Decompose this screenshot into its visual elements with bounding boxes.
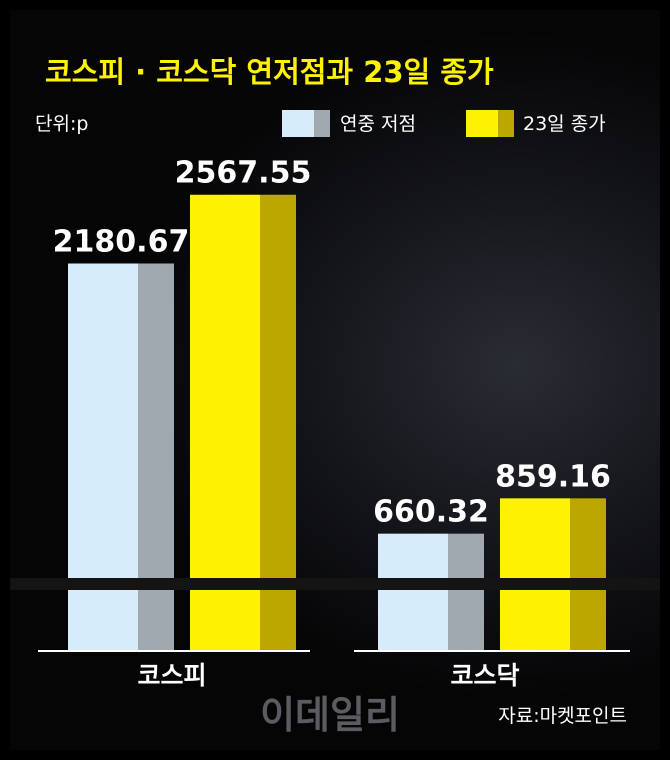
legend-swatch-side-close: [498, 110, 514, 137]
bar-kosdaq-close: [500, 498, 606, 651]
legend-swatch-front-close: [466, 110, 498, 137]
bar-kospi-low-front: [68, 263, 138, 651]
bar-kospi-close-front: [190, 194, 260, 651]
axis-break-band: [10, 578, 660, 590]
bar-kospi-close-side: [260, 194, 296, 651]
legend-label-low: 연중 저점: [340, 113, 416, 135]
legend-swatch-side-low: [314, 110, 330, 137]
category-label-kosdaq: 코스닥: [450, 661, 519, 690]
chart-title: 코스피 · 코스닥 연저점과 23일 종가: [45, 55, 494, 89]
bar-kosdaq-low-front: [378, 533, 448, 651]
source-label: 자료:마켓포인트: [498, 705, 627, 727]
bars-group: [68, 194, 606, 651]
category-label-kospi: 코스피: [137, 661, 206, 690]
bar-kosdaq-low: [378, 533, 484, 651]
data-label-kosdaq-low: 660.32: [373, 495, 489, 530]
bar-kosdaq-close-side: [570, 498, 606, 651]
bar-kospi-close: [190, 194, 296, 651]
bar-kospi-low-side: [138, 263, 174, 651]
watermark-logo: 이데일리: [260, 693, 400, 737]
bar-kosdaq-close-front: [500, 498, 570, 651]
bar-kosdaq-low-side: [448, 533, 484, 651]
legend-swatch-front-low: [282, 110, 314, 137]
data-label-kospi-low: 2180.67: [53, 224, 190, 259]
chart-frame: 코스피 · 코스닥 연저점과 23일 종가 단위:p 연중 저점 23일 종가 …: [10, 10, 660, 750]
bar-chart: 코스피 · 코스닥 연저점과 23일 종가 단위:p 연중 저점 23일 종가 …: [10, 55, 660, 737]
legend-label-close: 23일 종가: [523, 113, 606, 135]
data-label-kospi-close: 2567.55: [175, 156, 312, 191]
bar-kospi-low: [68, 263, 174, 651]
legend: 연중 저점 23일 종가: [282, 110, 606, 137]
unit-label: 단위:p: [35, 113, 88, 135]
data-label-kosdaq-close: 859.16: [495, 459, 611, 494]
